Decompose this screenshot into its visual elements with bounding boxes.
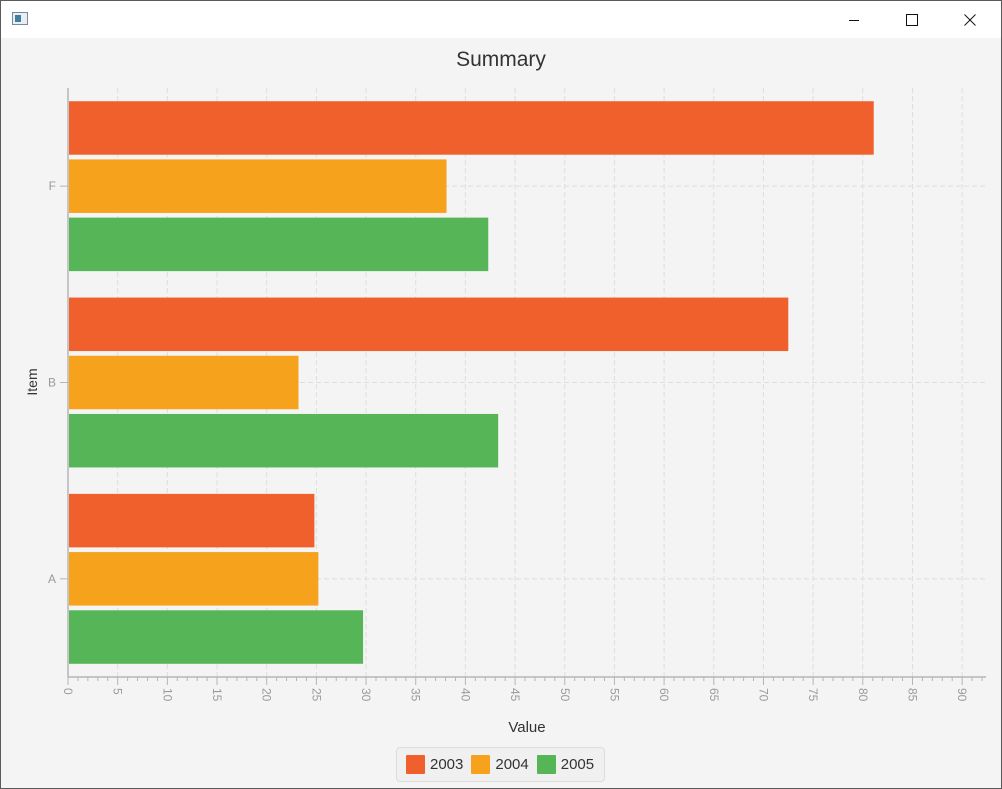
y-axis-title: Item bbox=[24, 368, 40, 395]
legend-item: 2003 bbox=[406, 755, 463, 774]
x-tick-label: 15 bbox=[210, 688, 224, 702]
bar-F-2005 bbox=[69, 217, 489, 272]
bar-B-2004 bbox=[69, 355, 299, 410]
x-axis-title: Value bbox=[508, 719, 545, 736]
minimize-button[interactable] bbox=[825, 1, 883, 38]
app-icon bbox=[12, 12, 28, 25]
legend-item: 2004 bbox=[471, 755, 529, 774]
x-tick-label: 40 bbox=[458, 688, 472, 702]
x-tick-label: 25 bbox=[309, 688, 323, 702]
x-tick-label: 65 bbox=[707, 688, 721, 702]
legend-swatch bbox=[536, 755, 556, 774]
chart-area: Summary 0 5 10 15 20 25 30 35 40 45 50 55 60 65 70 75 80… bbox=[1, 38, 1001, 788]
x-tick-label: 50 bbox=[558, 688, 572, 702]
x-tick-label: 20 bbox=[260, 688, 274, 702]
x-tick-label: 10 bbox=[160, 688, 174, 702]
x-tick-label: 35 bbox=[409, 688, 423, 702]
x-tick-label: 85 bbox=[905, 688, 919, 702]
bar-F-2004 bbox=[69, 159, 447, 213]
x-tick-label: 75 bbox=[806, 688, 820, 702]
legend-swatch bbox=[471, 755, 491, 774]
bar-A-2003 bbox=[69, 493, 315, 548]
bar-B-2003 bbox=[69, 297, 789, 352]
x-tick-label: 60 bbox=[657, 688, 671, 702]
close-icon bbox=[964, 13, 976, 26]
x-tick-label: 70 bbox=[756, 688, 770, 702]
bar-A-2005 bbox=[69, 610, 364, 664]
chart-title: Summary bbox=[456, 48, 546, 71]
title-bar bbox=[1, 1, 1001, 38]
legend-label: 2004 bbox=[495, 756, 529, 773]
x-tick-label: 5 bbox=[111, 688, 125, 695]
bar-chart: 0 5 10 15 20 25 30 35 40 45 50 55 60 65 70 75 80 85 90 A B F V… bbox=[24, 88, 986, 736]
x-tick-label: 90 bbox=[955, 688, 969, 702]
x-tick-label: 0 bbox=[61, 688, 75, 695]
bar-A-2004 bbox=[69, 552, 319, 606]
close-button[interactable] bbox=[941, 1, 999, 38]
x-tick-label: 55 bbox=[607, 688, 621, 702]
maximize-button[interactable] bbox=[883, 1, 941, 38]
maximize-icon bbox=[906, 13, 918, 26]
y-tick-label: B bbox=[48, 376, 56, 390]
minimize-icon bbox=[849, 19, 859, 21]
legend-item: 2005 bbox=[536, 755, 595, 774]
x-tick-label: 30 bbox=[359, 688, 373, 702]
legend-label: 2005 bbox=[560, 756, 595, 773]
x-tick-label: 45 bbox=[508, 688, 522, 702]
y-tick-label: F bbox=[49, 179, 56, 193]
legend-swatch bbox=[406, 755, 425, 774]
bar-B-2005 bbox=[69, 413, 499, 468]
legend-label: 2003 bbox=[430, 756, 464, 773]
bar-F-2003 bbox=[69, 101, 874, 155]
chart-legend: 2003 2004 2005 bbox=[396, 747, 605, 782]
y-tick-label: A bbox=[48, 572, 56, 586]
x-tick-label: 80 bbox=[856, 688, 870, 702]
